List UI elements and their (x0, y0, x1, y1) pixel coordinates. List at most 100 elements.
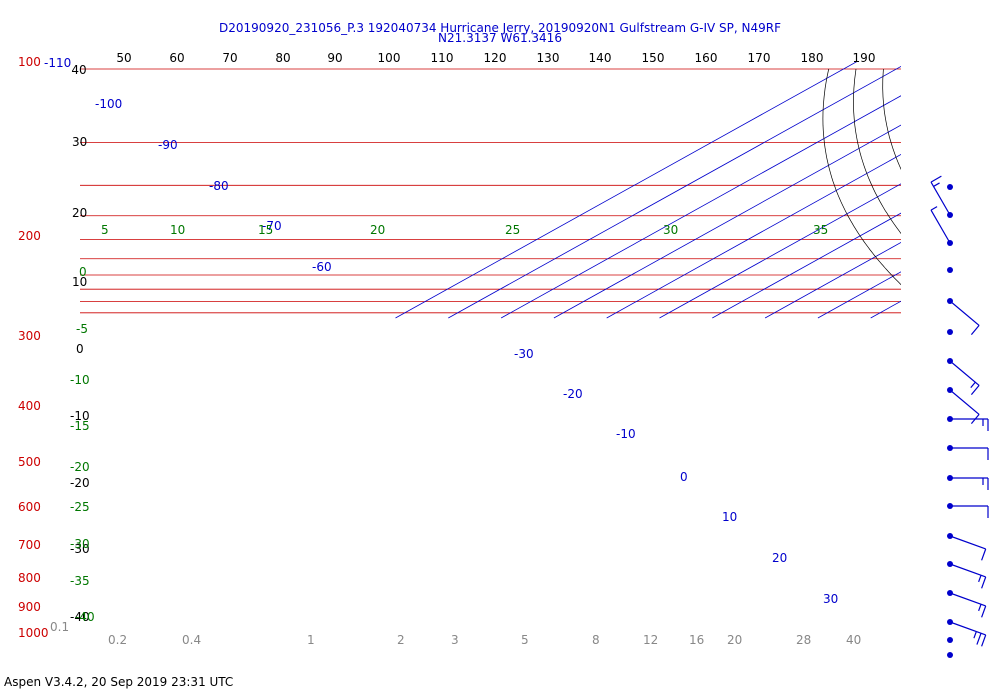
moist-adiabat-label: 10 (170, 223, 185, 237)
theta-label: 80 (275, 51, 290, 65)
isotherm-label: -90 (158, 138, 178, 152)
moist-adiabat-label: 0 (79, 265, 87, 279)
moist-adiabat-label: 20 (370, 223, 385, 237)
left-temperature-label: -10 (70, 409, 90, 423)
wind-barb-staff (949, 300, 980, 326)
moist-adiabat-label: -40 (75, 610, 95, 624)
pressure-label: 400 (18, 399, 41, 413)
wind-barb-staff (949, 535, 986, 550)
moist-adiabat-label: 35 (813, 223, 828, 237)
theta-label: 110 (431, 51, 454, 65)
mixing-ratio-label: 20 (727, 633, 742, 647)
mixing-ratio-label: 3 (451, 633, 459, 647)
wind-barb-flag (981, 548, 987, 561)
wind-barb-dot (947, 637, 953, 643)
moist-adiabat-label: 30 (663, 223, 678, 237)
wind-barb-flag (981, 634, 987, 647)
pressure-label: 200 (18, 229, 41, 243)
moist-adiabat-line (985, 168, 1000, 318)
moist-adiabat-label: -30 (70, 537, 90, 551)
isotherm-label: -80 (209, 179, 229, 193)
wind-barb-dot (947, 184, 953, 190)
mixing-ratio-label: 2 (397, 633, 405, 647)
mixing-ratio-label: 40 (846, 633, 861, 647)
moist-adiabat-label: 5 (101, 223, 109, 237)
isotherm-line (817, 271, 901, 319)
wind-barb-flag (981, 605, 987, 618)
theta-label: 100 (378, 51, 401, 65)
isotherm-line (395, 62, 857, 319)
left-temperature-label: 20 (72, 206, 87, 220)
chart-background-lines (80, 58, 1000, 319)
wind-barb-staff (930, 209, 951, 244)
chart-title-line2: N21.3137 W61.3416 (438, 31, 562, 45)
dry-adiabat-line (965, 69, 1000, 318)
isotherm-label: -70 (262, 219, 282, 233)
moist-adiabat-line (960, 182, 1000, 318)
top-temperature-label: -110 (44, 56, 71, 70)
theta-label: 130 (537, 51, 560, 65)
theta-label: 90 (327, 51, 342, 65)
mixing-ratio-label: 0.2 (108, 633, 127, 647)
theta-label: 50 (116, 51, 131, 65)
isotherm-label: -20 (563, 387, 583, 401)
wind-barb-flag (976, 633, 982, 645)
mixing-ratio-label: 0.1 (50, 620, 69, 634)
isotherm-line (659, 183, 901, 319)
moist-adiabat-line (948, 189, 1000, 318)
mixing-ratio-label: 5 (521, 633, 529, 647)
wind-barb-flag (970, 385, 980, 396)
mixing-ratio-label: 12 (643, 633, 658, 647)
isotherm-label: 30 (823, 592, 838, 606)
wind-barb-flag (978, 604, 982, 612)
wind-barb-staff (949, 621, 986, 636)
moist-adiabat-label: -35 (70, 574, 90, 588)
theta-label: 190 (853, 51, 876, 65)
wind-barb-staff (949, 389, 980, 415)
moist-adiabat-label: -5 (76, 322, 88, 336)
theta-label: 160 (695, 51, 718, 65)
wind-barb-flag (973, 631, 977, 639)
mixing-ratio-label: 8 (592, 633, 600, 647)
isotherm-label: 20 (772, 551, 787, 565)
theta-label: 170 (748, 51, 771, 65)
isotherm-line (764, 242, 901, 319)
isotherm-line (500, 95, 901, 319)
isotherm-label: -30 (514, 347, 534, 361)
dry-adiabat-line (993, 69, 1000, 318)
left-temperature-label: -40 (70, 610, 90, 624)
left-temperature-label: -20 (70, 476, 90, 490)
mixing-ratio-label: 0.4 (182, 633, 201, 647)
mixing-ratio-label: 16 (689, 633, 704, 647)
wind-barb-dot (947, 652, 953, 658)
wind-barb-staff (949, 563, 986, 578)
wind-barb-flag (970, 325, 980, 336)
wind-barb-flag (930, 175, 942, 183)
theta-label: 150 (642, 51, 665, 65)
moist-adiabat-label: -25 (70, 500, 90, 514)
dry-adiabat-line (853, 68, 901, 234)
wind-barb-staff (930, 181, 951, 216)
wind-barb-flag (970, 381, 976, 388)
wind-barbs (930, 175, 989, 658)
isotherm-line (712, 212, 901, 319)
isotherm-line (448, 65, 901, 319)
pressure-label: 600 (18, 500, 41, 514)
mixing-ratio-label: 28 (796, 633, 811, 647)
dry-adiabat-line (822, 68, 901, 286)
isotherm-label: -60 (312, 260, 332, 274)
isotherm-label: -10 (616, 427, 636, 441)
wind-barb-dot (947, 329, 953, 335)
moist-adiabat-line (912, 208, 1000, 319)
moist-adiabat-label: -20 (70, 460, 90, 474)
left-temperature-label: -30 (70, 542, 90, 556)
isotherm-line (976, 58, 1000, 318)
theta-label: 180 (801, 51, 824, 65)
wind-barb-staff (949, 360, 980, 386)
pressure-label: 700 (18, 538, 41, 552)
theta-label: 140 (589, 51, 612, 65)
theta-label: 40 (71, 63, 86, 77)
pressure-label: 900 (18, 600, 41, 614)
